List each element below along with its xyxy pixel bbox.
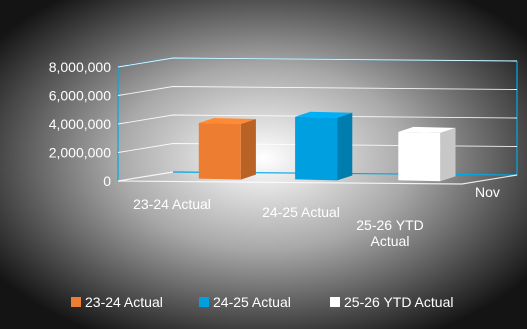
gridline (117, 57, 518, 68)
legend-swatch (199, 297, 209, 307)
bar-front (295, 116, 338, 181)
bar-front (198, 123, 241, 180)
floor-edge (117, 174, 518, 185)
bar-side (337, 112, 353, 181)
legend-swatch (71, 297, 81, 307)
category-label: Actual (371, 233, 410, 249)
bar-3 (398, 126, 456, 182)
gridline (117, 86, 518, 96)
bar-top (198, 118, 256, 124)
bar-front (398, 131, 441, 182)
legend-entry: 23-24 Actual (85, 294, 163, 310)
bar-side (440, 127, 456, 182)
category-label: 24-25 Actual (262, 204, 340, 220)
category-label: 25-26 YTD (356, 217, 423, 233)
y-tick-label: 6,000,000 (49, 88, 111, 104)
floor-left-edge (117, 171, 174, 182)
legend-entry: 24-25 Actual (213, 294, 291, 310)
bar-side (240, 119, 256, 180)
bar-2 (295, 111, 353, 181)
y-tick-label: 2,000,000 (49, 145, 111, 161)
y-tick-label: 0 (103, 173, 111, 189)
y-tick-label: 4,000,000 (49, 116, 111, 132)
legend-swatch (330, 297, 340, 307)
legend-entry: 25-26 YTD Actual (344, 294, 453, 310)
depth-axis-label: Nov (475, 184, 500, 200)
bar-top (295, 111, 353, 118)
bar-1 (198, 118, 256, 180)
category-label: 23-24 Actual (133, 196, 211, 212)
y-tick-label: 8,000,000 (49, 59, 111, 75)
bar-top (398, 126, 456, 133)
gridline (117, 114, 518, 125)
